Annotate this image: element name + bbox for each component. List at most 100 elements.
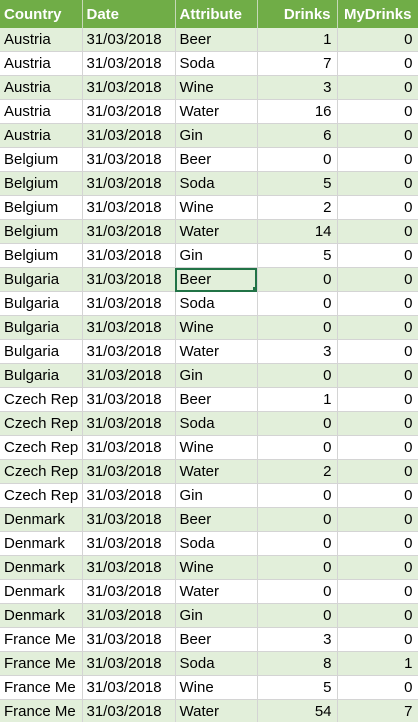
cell-mydrinks[interactable]: 7	[337, 699, 418, 722]
cell-drinks[interactable]: 16	[257, 99, 338, 124]
cell-mydrinks[interactable]: 0	[337, 339, 418, 364]
cell-date[interactable]: 31/03/2018	[82, 123, 176, 148]
column-header-attribute[interactable]: Attribute	[175, 0, 258, 28]
cell-mydrinks[interactable]: 0	[337, 75, 418, 100]
cell-country[interactable]: Austria	[0, 51, 83, 76]
cell-attribute[interactable]: Soda	[175, 411, 258, 436]
cell-country[interactable]: Bulgaria	[0, 339, 83, 364]
column-header-country[interactable]: Country	[0, 0, 83, 28]
cell-drinks[interactable]: 0	[257, 483, 338, 508]
cell-country[interactable]: Czech Rep	[0, 411, 83, 436]
cell-country[interactable]: Belgium	[0, 243, 83, 268]
cell-mydrinks[interactable]: 0	[337, 603, 418, 628]
cell-country[interactable]: Belgium	[0, 147, 83, 172]
cell-drinks[interactable]: 6	[257, 123, 338, 148]
cell-attribute[interactable]: Beer	[175, 28, 258, 52]
cell-date[interactable]: 31/03/2018	[82, 699, 176, 722]
cell-drinks[interactable]: 7	[257, 51, 338, 76]
cell-country[interactable]: Denmark	[0, 507, 83, 532]
cell-attribute[interactable]: Water	[175, 459, 258, 484]
cell-drinks[interactable]: 5	[257, 675, 338, 700]
cell-attribute[interactable]: Wine	[175, 555, 258, 580]
cell-attribute[interactable]: Soda	[175, 51, 258, 76]
cell-mydrinks[interactable]: 0	[337, 579, 418, 604]
cell-drinks[interactable]: 0	[257, 147, 338, 172]
cell-date[interactable]: 31/03/2018	[82, 195, 176, 220]
cell-date[interactable]: 31/03/2018	[82, 28, 176, 52]
cell-mydrinks[interactable]: 1	[337, 651, 418, 676]
cell-mydrinks[interactable]: 0	[337, 51, 418, 76]
cell-country[interactable]: Bulgaria	[0, 267, 83, 292]
cell-attribute[interactable]: Water	[175, 219, 258, 244]
cell-date[interactable]: 31/03/2018	[82, 459, 176, 484]
cell-country[interactable]: Denmark	[0, 555, 83, 580]
cell-date[interactable]: 31/03/2018	[82, 555, 176, 580]
cell-attribute[interactable]: Water	[175, 339, 258, 364]
cell-attribute[interactable]: Beer	[175, 147, 258, 172]
selected-cell[interactable]: Beer	[175, 267, 258, 292]
cell-date[interactable]: 31/03/2018	[82, 363, 176, 388]
cell-mydrinks[interactable]: 0	[337, 219, 418, 244]
cell-mydrinks[interactable]: 0	[337, 123, 418, 148]
cell-attribute[interactable]: Gin	[175, 483, 258, 508]
cell-mydrinks[interactable]: 0	[337, 28, 418, 52]
cell-date[interactable]: 31/03/2018	[82, 219, 176, 244]
cell-mydrinks[interactable]: 0	[337, 531, 418, 556]
cell-attribute[interactable]: Water	[175, 99, 258, 124]
cell-mydrinks[interactable]: 0	[337, 507, 418, 532]
cell-country[interactable]: Austria	[0, 28, 83, 52]
cell-date[interactable]: 31/03/2018	[82, 387, 176, 412]
cell-attribute[interactable]: Gin	[175, 123, 258, 148]
cell-mydrinks[interactable]: 0	[337, 363, 418, 388]
cell-date[interactable]: 31/03/2018	[82, 411, 176, 436]
cell-mydrinks[interactable]: 0	[337, 147, 418, 172]
cell-mydrinks[interactable]: 0	[337, 315, 418, 340]
cell-mydrinks[interactable]: 0	[337, 267, 418, 292]
cell-mydrinks[interactable]: 0	[337, 195, 418, 220]
cell-date[interactable]: 31/03/2018	[82, 603, 176, 628]
cell-country[interactable]: Denmark	[0, 603, 83, 628]
cell-drinks[interactable]: 1	[257, 28, 338, 52]
cell-attribute[interactable]: Wine	[175, 435, 258, 460]
cell-attribute[interactable]: Wine	[175, 315, 258, 340]
cell-country[interactable]: Austria	[0, 99, 83, 124]
cell-mydrinks[interactable]: 0	[337, 243, 418, 268]
cell-date[interactable]: 31/03/2018	[82, 171, 176, 196]
cell-drinks[interactable]: 0	[257, 315, 338, 340]
cell-date[interactable]: 31/03/2018	[82, 243, 176, 268]
cell-drinks[interactable]: 2	[257, 459, 338, 484]
cell-mydrinks[interactable]: 0	[337, 99, 418, 124]
cell-attribute[interactable]: Soda	[175, 291, 258, 316]
cell-attribute[interactable]: Wine	[175, 195, 258, 220]
cell-date[interactable]: 31/03/2018	[82, 531, 176, 556]
cell-date[interactable]: 31/03/2018	[82, 267, 176, 292]
cell-drinks[interactable]: 0	[257, 507, 338, 532]
cell-country[interactable]: France Me	[0, 627, 83, 652]
cell-drinks[interactable]: 54	[257, 699, 338, 722]
cell-date[interactable]: 31/03/2018	[82, 147, 176, 172]
cell-country[interactable]: France Me	[0, 699, 83, 722]
cell-drinks[interactable]: 1	[257, 387, 338, 412]
cell-date[interactable]: 31/03/2018	[82, 315, 176, 340]
cell-drinks[interactable]: 3	[257, 627, 338, 652]
cell-mydrinks[interactable]: 0	[337, 171, 418, 196]
cell-drinks[interactable]: 0	[257, 531, 338, 556]
cell-attribute[interactable]: Soda	[175, 171, 258, 196]
cell-date[interactable]: 31/03/2018	[82, 435, 176, 460]
cell-date[interactable]: 31/03/2018	[82, 291, 176, 316]
cell-drinks[interactable]: 8	[257, 651, 338, 676]
cell-drinks[interactable]: 0	[257, 555, 338, 580]
cell-drinks[interactable]: 0	[257, 267, 338, 292]
cell-country[interactable]: Austria	[0, 75, 83, 100]
cell-drinks[interactable]: 14	[257, 219, 338, 244]
column-header-date[interactable]: Date	[82, 0, 176, 28]
cell-date[interactable]: 31/03/2018	[82, 651, 176, 676]
cell-mydrinks[interactable]: 0	[337, 459, 418, 484]
column-header-mydrinks[interactable]: MyDrinks	[337, 0, 418, 28]
cell-attribute[interactable]: Beer	[175, 507, 258, 532]
cell-drinks[interactable]: 0	[257, 435, 338, 460]
cell-attribute[interactable]: Beer	[175, 387, 258, 412]
cell-attribute[interactable]: Gin	[175, 243, 258, 268]
cell-attribute[interactable]: Soda	[175, 531, 258, 556]
cell-country[interactable]: Czech Rep	[0, 483, 83, 508]
